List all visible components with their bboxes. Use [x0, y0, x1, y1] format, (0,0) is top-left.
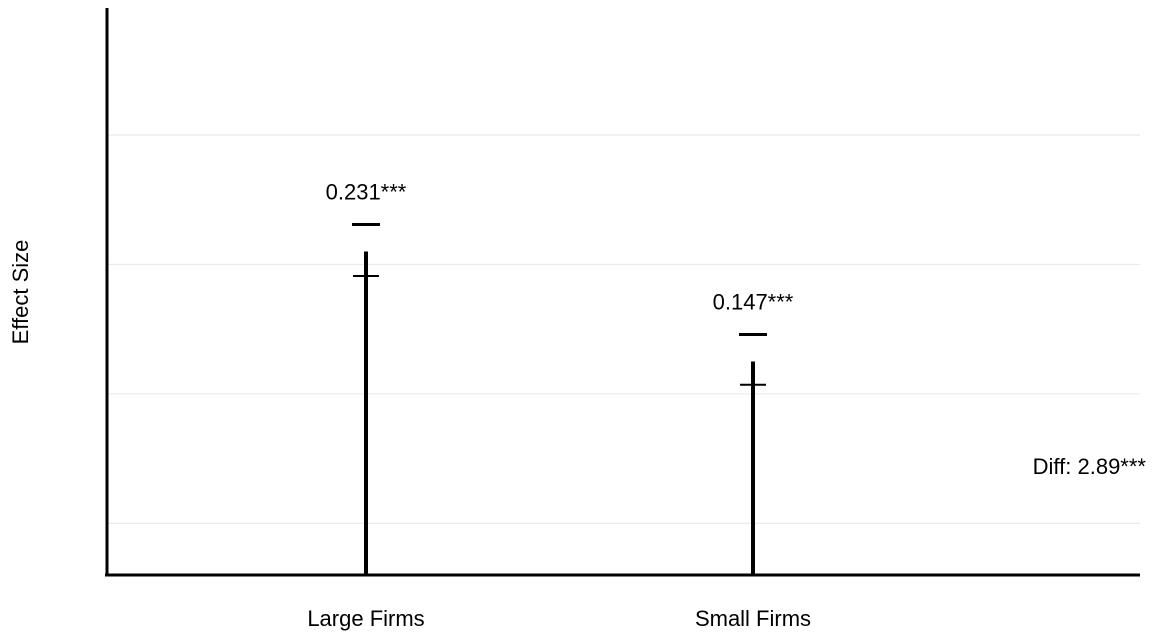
category-label-0: Large Firms — [307, 606, 424, 631]
value-label-1: 0.147*** — [713, 289, 794, 314]
category-label-1: Small Firms — [695, 606, 811, 631]
diff-annotation: Diff: 2.89*** — [1033, 454, 1147, 479]
y-axis-label: Effect Size — [8, 240, 33, 345]
bars — [352, 222, 767, 575]
labels: 0.231*** Large Firms 0.147*** Small Firms — [307, 179, 811, 631]
gridlines — [107, 134, 1140, 524]
value-label-0: 0.231*** — [326, 179, 407, 204]
